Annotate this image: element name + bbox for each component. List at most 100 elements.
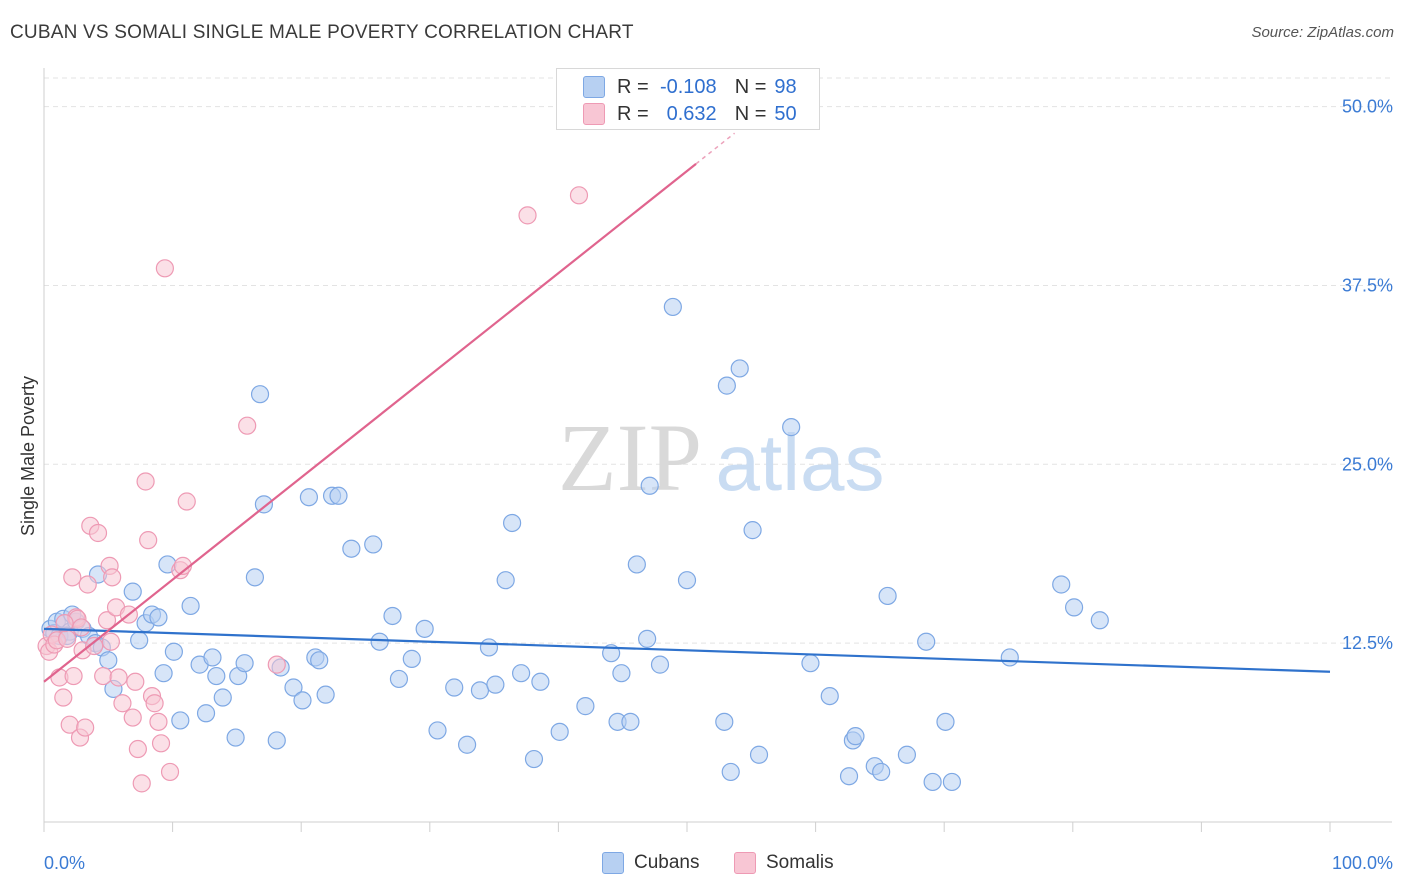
legend-row-somalis: R = 0.632 N = 50 [583, 102, 797, 126]
somalis-swatch-icon [734, 852, 756, 874]
somalis-point [238, 416, 257, 435]
cubans-point [743, 521, 762, 540]
cubans-point [207, 666, 226, 686]
legend-r-label: R = [617, 102, 649, 125]
cubans-point [445, 678, 464, 697]
somalis-point [128, 739, 147, 759]
cubans-point [612, 664, 631, 683]
somalis-point [160, 762, 180, 782]
cubans-point [638, 629, 657, 648]
cubans-point [310, 651, 329, 670]
cubans-swatch-icon [602, 852, 624, 874]
legend-n-value: 50 [774, 102, 797, 125]
series-cubans [41, 297, 1109, 792]
somalis-point [63, 568, 82, 587]
watermark-zip: ZIP [558, 404, 702, 511]
somalis-point [97, 611, 117, 630]
somalis-point [139, 531, 158, 550]
cubans-point [496, 571, 515, 590]
somalis-point [54, 688, 73, 707]
somalis-point [94, 666, 113, 686]
legend-row-cubans: R = -0.108 N = 98 [583, 75, 797, 99]
source-credit: Source: ZipAtlas.com [1251, 24, 1394, 41]
legend-r-value: -0.108 [659, 75, 717, 98]
cubans-point [512, 664, 531, 683]
cubans-point [1064, 598, 1084, 617]
cubans-point [457, 735, 477, 754]
cubans-point [267, 731, 286, 750]
somalis-point [101, 632, 120, 651]
cubans-point [402, 649, 421, 668]
watermark-atlas: atlas [716, 418, 885, 507]
cubans-point [650, 655, 670, 674]
legend-item-somalis[interactable]: Somalis [734, 852, 834, 874]
cubans-point [677, 571, 697, 590]
cubans-point [782, 418, 801, 437]
cubans-point [936, 712, 955, 731]
somalis-point [149, 712, 168, 731]
cubans-point [181, 596, 200, 616]
legend-n-label: N = [734, 102, 767, 125]
cubans-point [801, 654, 820, 673]
cubans-point [470, 681, 490, 700]
cubans-point [531, 672, 550, 691]
somalis-point [88, 523, 108, 543]
cubans-point [923, 772, 942, 792]
grid-lines [44, 77, 1392, 644]
somalis-point [103, 568, 122, 587]
cubans-point [342, 539, 361, 558]
y-tick-labels: 12.5% 25.0% 37.5% 50.0% [1342, 97, 1393, 654]
cubans-point [203, 648, 222, 667]
cubans-point [730, 359, 749, 378]
cubans-point [1090, 611, 1109, 630]
y-tick-label: 12.5% [1342, 633, 1393, 653]
cubans-point [370, 632, 389, 651]
cubans-point [164, 642, 183, 661]
cubans-point [123, 582, 142, 601]
cubans-point [503, 513, 522, 533]
somalis-point [145, 694, 164, 713]
somalis-point [126, 672, 145, 691]
cubans-point [640, 476, 659, 495]
somalis-point [155, 259, 174, 278]
legend-item-cubans[interactable]: Cubans [602, 852, 700, 874]
cubans-point [749, 745, 769, 764]
cubans-point [878, 586, 897, 606]
somalis-point [151, 734, 171, 753]
cubans-point [479, 638, 499, 657]
somalis-swatch-icon [583, 103, 605, 125]
legend-r-value: 0.632 [666, 102, 717, 125]
cubans-point [486, 675, 505, 694]
somalis-point [113, 694, 132, 713]
x-tick-label-max: 100.0% [1332, 853, 1393, 873]
somalis-trend-line [43, 162, 697, 683]
chart-title: CUBAN VS SOMALI SINGLE MALE POVERTY CORR… [10, 22, 634, 43]
y-tick-label: 25.0% [1342, 454, 1393, 474]
cubans-point [154, 664, 173, 683]
cubans-point [715, 712, 734, 731]
somalis-point [72, 618, 91, 637]
y-tick-label: 50.0% [1342, 97, 1393, 117]
legend-n-value: 98 [774, 75, 797, 98]
cubans-point [917, 632, 936, 651]
cubans-point [364, 535, 383, 554]
cubans-point [942, 772, 962, 792]
somalis-point [132, 774, 151, 793]
somalis-trend-extension [695, 132, 736, 165]
cubans-point [383, 606, 402, 626]
cubans-point [130, 631, 149, 650]
cubans-point [235, 654, 254, 673]
cubans-point [428, 721, 447, 740]
somalis-point [267, 655, 286, 674]
axes [43, 68, 1392, 832]
cubans-point [897, 745, 917, 764]
cubans-point [839, 767, 859, 786]
cubans-point [663, 297, 682, 317]
x-tick-labels: 0.0% 100.0% [44, 853, 1393, 873]
cubans-point [299, 488, 319, 507]
cubans-point [415, 619, 434, 638]
legend-r-label: R = [617, 75, 649, 98]
cubans-point [213, 688, 232, 707]
cubans-point [245, 568, 265, 587]
